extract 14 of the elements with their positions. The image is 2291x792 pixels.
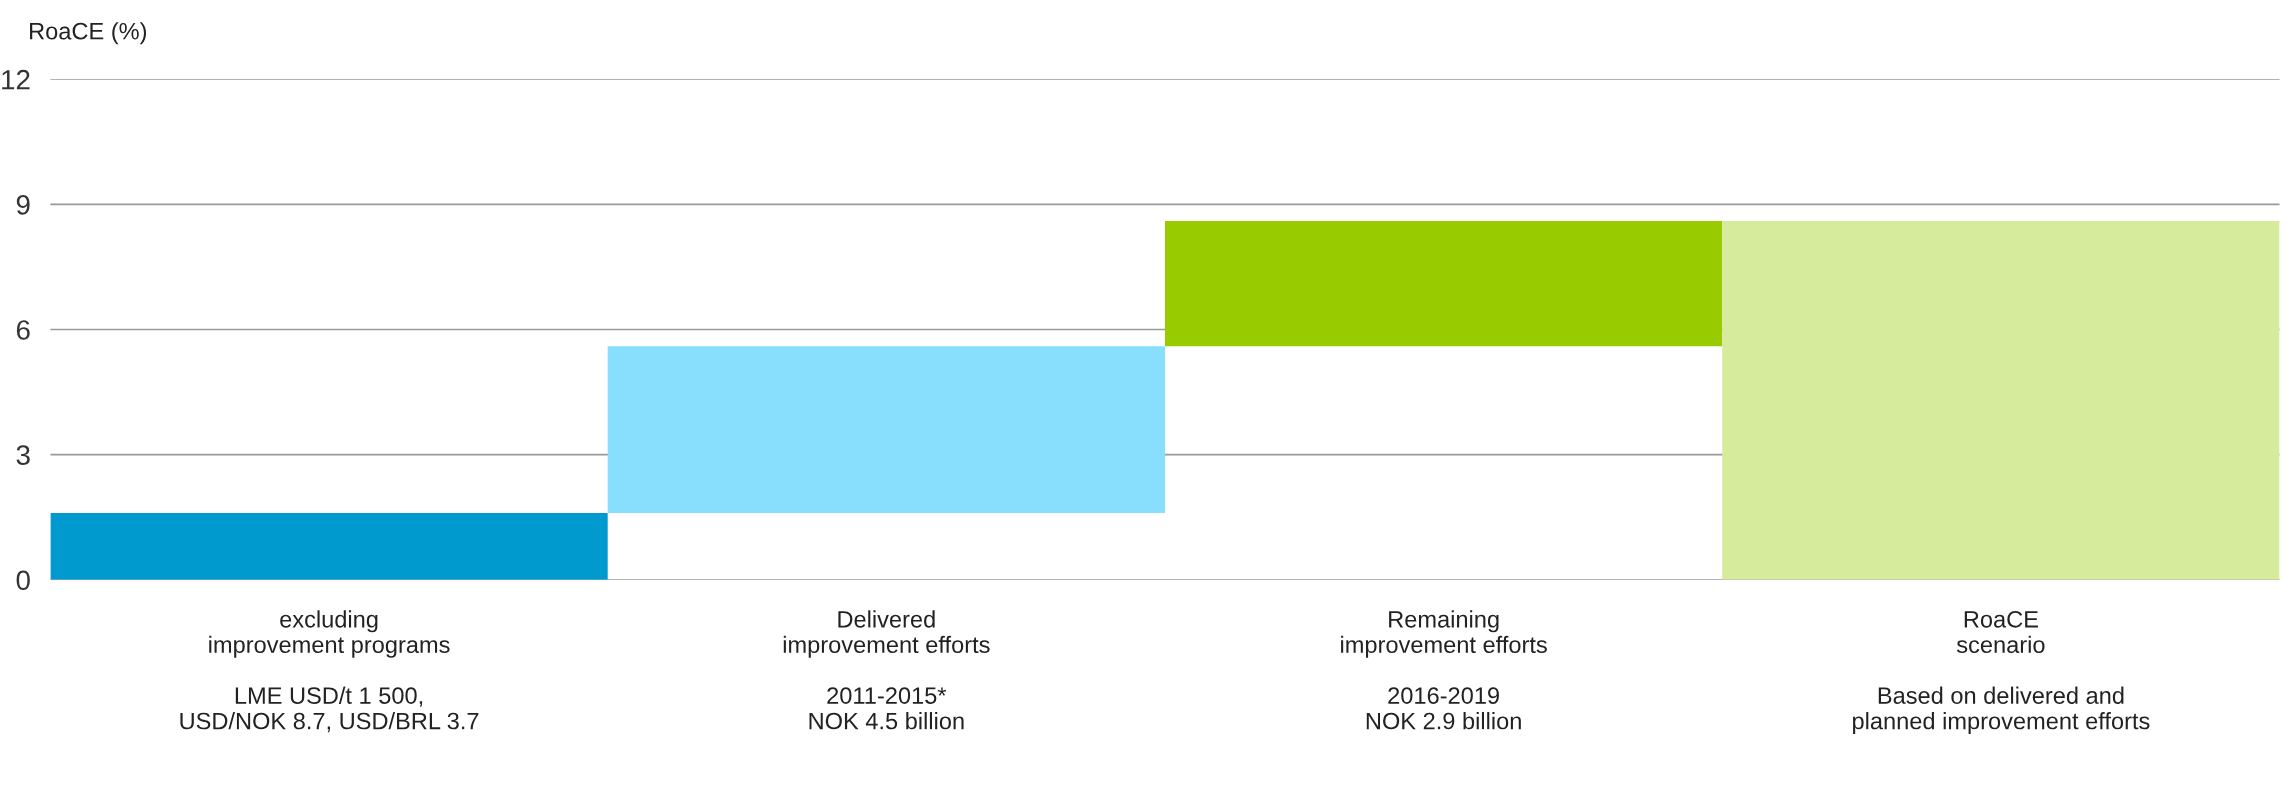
category-label: RoaCE scenario Based on delivered and planned improvement efforts	[1853, 610, 2150, 735]
y-axis-title: RoaCE (%)	[30, 22, 147, 45]
y-tick-label: 0	[16, 570, 30, 591]
category-label: Remaining improvement efforts 2016-2019 NOK 2.9 billion	[1341, 610, 1547, 730]
bar	[1164, 221, 1723, 347]
category-label: excluding improvement programs LME USD/t 1 500, USD/NOK 8.7, USD/BRL 3.7	[180, 610, 479, 733]
y-tick-label: 9	[16, 195, 30, 215]
y-tick-label: 3	[16, 445, 30, 465]
bar	[607, 346, 1165, 513]
y-tick-label: 6	[16, 320, 30, 340]
bar	[50, 513, 608, 580]
y-tick-label: 12	[2, 69, 30, 90]
category-label: Delivered improvement efforts 2011-2015* NOK 4.5 billion	[783, 610, 990, 730]
bar	[1722, 221, 2280, 580]
